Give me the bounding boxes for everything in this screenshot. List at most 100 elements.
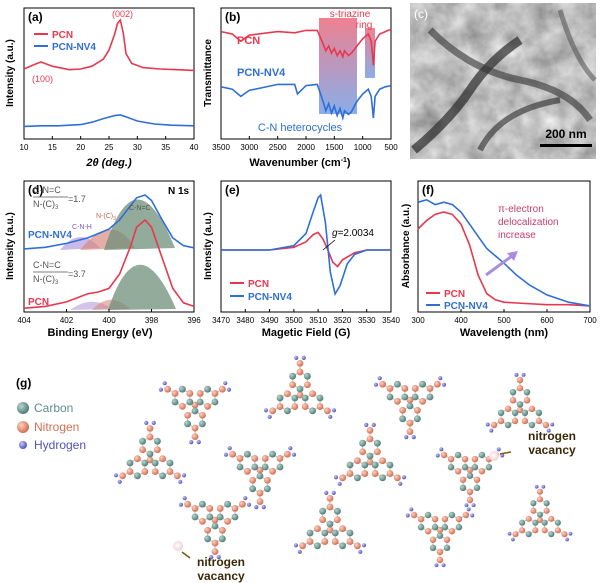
panel-d-xlabel: Binding Energy (eV) bbox=[47, 327, 152, 339]
nitrogen-atom bbox=[184, 500, 192, 508]
nitrogen-atom bbox=[173, 472, 181, 480]
nitrogen-atom bbox=[269, 467, 277, 475]
carbon-atom bbox=[261, 463, 269, 471]
carbon-atom bbox=[525, 531, 532, 538]
panel-b-ylabel: Transmittance bbox=[203, 39, 214, 107]
nitrogen-atom bbox=[516, 376, 524, 384]
carbon-atom bbox=[504, 421, 512, 429]
nitrogen-atom bbox=[401, 385, 409, 392]
carbon-atom bbox=[359, 439, 367, 447]
vacancy-arrow-2 bbox=[181, 551, 191, 559]
nitrogen-atom bbox=[204, 402, 212, 410]
tick-label-e: 3540 bbox=[382, 316, 400, 325]
carbon-atom bbox=[316, 394, 324, 402]
hydrogen-atom bbox=[196, 440, 201, 445]
hydrogen-atom bbox=[411, 435, 416, 440]
tick-label-e: 3510 bbox=[309, 316, 327, 325]
tick-label-a: 30 bbox=[133, 143, 142, 152]
nitrogen-atom bbox=[164, 385, 172, 393]
nitrogen-atom bbox=[186, 390, 194, 397]
carbon-atom bbox=[211, 398, 219, 406]
nitrogen-atom bbox=[443, 536, 451, 543]
panel-f-xticks: 300 400 500 600 700 bbox=[411, 309, 597, 325]
tick-label-d: 404 bbox=[17, 316, 31, 325]
carbon-atom bbox=[454, 451, 462, 459]
nitrogen-atom bbox=[261, 455, 269, 462]
carbon-atom bbox=[530, 500, 537, 507]
nitrogen-atom bbox=[441, 515, 449, 523]
carbon-atom bbox=[448, 511, 456, 519]
hydrogen-atom bbox=[441, 563, 446, 568]
panel-d-pcn-label: PCN bbox=[28, 297, 49, 308]
nitrogen-atom bbox=[339, 474, 347, 482]
hydrogen-atom bbox=[507, 531, 512, 536]
carbon-atom bbox=[399, 415, 407, 423]
nitrogen-atom bbox=[393, 397, 401, 405]
carbon-atom bbox=[516, 401, 524, 408]
hydrogen-atom bbox=[371, 422, 376, 427]
carbon-atom bbox=[413, 415, 421, 423]
nitrogen-atom bbox=[371, 470, 379, 477]
tem-sheet-4 bbox=[557, 9, 597, 82]
carbon-atom bbox=[441, 523, 449, 531]
nitrogen-atom bbox=[313, 525, 321, 533]
nitrogen-atom bbox=[303, 381, 311, 389]
g-factor-arrow bbox=[322, 239, 336, 251]
carbon-atom bbox=[459, 484, 467, 492]
hydrogen-atom bbox=[243, 496, 248, 501]
nitrogen-atom bbox=[455, 515, 463, 523]
hydrogen-atom bbox=[435, 453, 440, 458]
tick-label-a: 15 bbox=[48, 143, 57, 152]
nitrogen-atom bbox=[535, 417, 543, 425]
nitrogen-atom bbox=[146, 456, 154, 464]
g-factor-label: g=2.0034 bbox=[332, 228, 374, 239]
nitrogen-atom bbox=[516, 406, 524, 414]
panel-c-letter: (c) bbox=[414, 7, 428, 21]
carbon-atom bbox=[485, 463, 493, 471]
panel-e-xticks: 3470 3480 3490 3500 3510 3520 3530 3540 bbox=[212, 309, 400, 325]
carbon-atom bbox=[417, 523, 425, 531]
nitrogen-atom bbox=[366, 458, 374, 466]
panel-a: (a) Intensity (a.u.) 2θ (deg.) 10 15 20 25 3… bbox=[5, 7, 199, 169]
carbon-atom bbox=[353, 474, 361, 482]
nitrogen-atom bbox=[236, 455, 244, 462]
carbon-atom bbox=[159, 472, 167, 480]
panel-c: (c) 200 nm bbox=[410, 3, 597, 159]
carbon-atom bbox=[184, 420, 192, 428]
panel-a-xticks: 10 15 20 25 30 35 40 bbox=[20, 136, 199, 152]
carbon-atom bbox=[386, 393, 394, 401]
annot-arrow-head bbox=[507, 251, 518, 261]
carbon-atom bbox=[204, 535, 212, 543]
panel-a-ylabel: Intensity (a.u.) bbox=[5, 39, 16, 107]
series-b-pcn-nv4 bbox=[220, 83, 392, 122]
nitrogen-atom bbox=[519, 527, 526, 534]
series-a-pcn-nv4 bbox=[23, 114, 195, 128]
hydrogen-atom bbox=[293, 543, 299, 548]
carbon-atom bbox=[339, 542, 347, 550]
panel-b-nv4-label: PCN-NV4 bbox=[237, 67, 286, 79]
carbon-atom bbox=[283, 407, 291, 415]
hydrogen-atom bbox=[324, 490, 329, 495]
nitrogen-atom bbox=[211, 539, 219, 547]
nitrogen-atom bbox=[454, 467, 462, 475]
hydrogen-atom bbox=[254, 505, 259, 510]
carbon-atom bbox=[153, 437, 161, 445]
nitrogen-atom bbox=[211, 516, 219, 524]
hydrogen-atom bbox=[441, 382, 447, 387]
hydrogen-atom bbox=[117, 479, 122, 484]
carbon-atom bbox=[313, 542, 321, 550]
nitrogen-atom bbox=[436, 548, 444, 556]
vacancy-label-1b: vacancy bbox=[528, 443, 576, 457]
nitrogen-atom bbox=[333, 516, 341, 524]
panel-g: (g) Carbon Nitrogen Hydrogen nitrogen va… bbox=[16, 355, 576, 583]
nitrogen-atom bbox=[191, 505, 199, 512]
nitrogen-atom bbox=[184, 411, 192, 419]
carbon-atom bbox=[346, 529, 354, 537]
panel-d-nv4-label: PCN-NV4 bbox=[28, 230, 72, 241]
carbon-atom bbox=[528, 421, 536, 429]
carbon-atom bbox=[379, 474, 387, 482]
nitrogen-atom bbox=[191, 433, 199, 441]
nitrogen-atom bbox=[256, 466, 264, 474]
nitrogen-atom bbox=[146, 433, 154, 441]
panel-f-legend-pcn: PCN bbox=[444, 289, 465, 300]
